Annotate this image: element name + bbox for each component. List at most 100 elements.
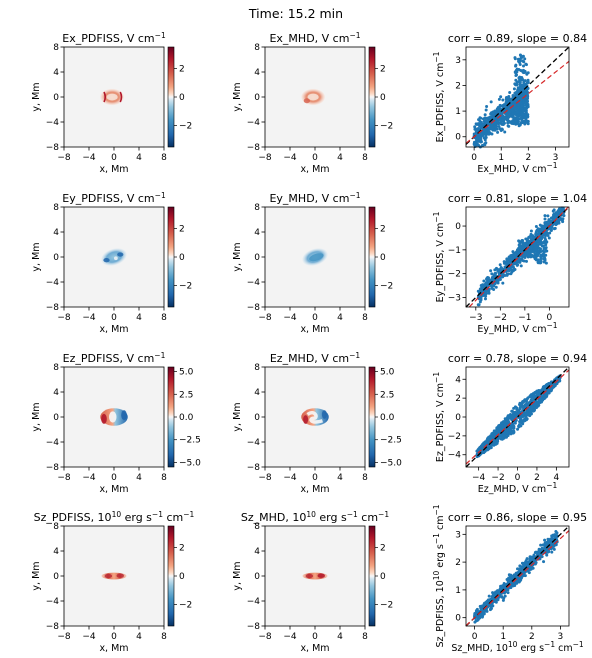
scatter-point [546, 214, 550, 218]
scatter-point [539, 253, 543, 257]
x-axis-label: x, Mm [99, 164, 128, 175]
scatter-point [526, 105, 530, 109]
colorbar-tick-label: −2 [380, 122, 393, 132]
y-tick-label: 2 [455, 394, 461, 404]
panel-title-sup: −1 [183, 510, 194, 519]
map-feature [302, 572, 328, 580]
y-tick-label: −1 [448, 246, 461, 256]
scatter-point [543, 538, 547, 542]
scatter-point [534, 561, 538, 565]
scatter-point [481, 444, 485, 448]
scatter-point [501, 281, 505, 285]
scatter-point [523, 560, 527, 564]
scatter-point [538, 261, 542, 265]
scatter-point [502, 103, 506, 107]
scatter-point [504, 96, 508, 100]
colorbar-tick-label: 0 [380, 253, 386, 263]
panel-title-sup: 10 [306, 510, 316, 519]
x-axis-label: Ey_MHD, V cm−1 [477, 321, 557, 335]
scatter-point [534, 402, 538, 406]
scatter-point [498, 427, 502, 431]
x-tick-label: 4 [337, 473, 343, 483]
y-axis-label: Sz_PDFISS, 1010 erg s−1 cm−1 [432, 504, 446, 647]
scatter-point [525, 404, 529, 408]
scatter-point [508, 90, 512, 94]
panel-title: cm [358, 511, 378, 524]
y-tick-label: 8 [53, 203, 59, 213]
scatter-point [479, 284, 483, 288]
scatter-point [481, 610, 485, 614]
scatter-point [518, 579, 522, 583]
scatter-point [510, 574, 514, 578]
x-tick-label: 8 [161, 313, 167, 323]
x-axis-label: x, Mm [99, 324, 128, 335]
scatter-point [486, 437, 490, 441]
colorbar-tick-label: 2 [179, 64, 185, 74]
scatter-point [478, 287, 482, 291]
scatter-point [487, 599, 491, 603]
scatter-point [521, 113, 525, 117]
colorbar-tick-label: 0 [380, 93, 386, 103]
scatter-point [503, 435, 507, 439]
colorbar [369, 367, 375, 467]
scatter-point [524, 101, 528, 105]
colorbar [369, 207, 375, 307]
y-axis-label-sup: −1 [432, 372, 441, 383]
scatter-point [536, 402, 540, 406]
scatter-point [494, 285, 498, 289]
scatter-point [505, 257, 509, 261]
colorbar-tick-label: −2.5 [380, 436, 402, 446]
x-tick-label: 0 [471, 153, 477, 163]
colorbar-tick-label: 2 [179, 543, 185, 553]
scatter-point [503, 423, 507, 427]
y-axis-label: y, Mm [31, 82, 42, 111]
y-axis-label: y, Mm [31, 561, 42, 590]
map-feature [302, 248, 328, 266]
scatter-point [513, 56, 517, 60]
scatter-point [496, 130, 500, 134]
scatter-point [519, 54, 523, 58]
scatter-point [516, 119, 520, 123]
x-tick-label: 0 [312, 632, 318, 642]
scatter-point [562, 214, 566, 218]
scatter-point [504, 429, 508, 433]
scatter-point [518, 87, 522, 91]
y-tick-label: 1 [455, 586, 461, 596]
panel-title-sup: −1 [349, 351, 360, 360]
y-tick-label: −8 [247, 463, 261, 473]
scatter-point [514, 94, 518, 98]
panel-title: Ex_MHD, V cm [269, 32, 349, 45]
y-tick-label: 0 [254, 93, 260, 103]
scatter-point [500, 266, 504, 270]
scatter-point [505, 431, 509, 435]
scatter-point [519, 115, 523, 119]
scatter-point [513, 103, 517, 107]
scatter-point [546, 550, 550, 554]
x-tick-label: −8 [57, 153, 71, 163]
scatter-point [524, 110, 528, 114]
scatter-point [540, 546, 544, 550]
x-axis-label: cm [555, 643, 573, 654]
x-tick-label: 0 [111, 632, 117, 642]
x-axis-label: Ex_MHD, V cm−1 [477, 161, 557, 175]
y-tick-label: 4 [53, 388, 59, 398]
x-tick-label: 3 [558, 632, 564, 642]
panel-title-sup: −1 [378, 510, 389, 519]
scatter-point [542, 260, 546, 264]
x-tick-label: −4 [283, 153, 297, 163]
scatter-point [518, 62, 522, 66]
panel-title: cm [163, 511, 183, 524]
scatter-point [490, 284, 494, 288]
scatter-point [545, 231, 549, 235]
scatter-point [523, 253, 527, 257]
scatter-point [529, 232, 533, 236]
scatter-point [475, 129, 479, 133]
y-axis-label: cm [435, 516, 446, 534]
x-axis-label-sup: −1 [547, 321, 558, 330]
scatter-point [479, 124, 483, 128]
x-tick-label: 4 [136, 632, 142, 642]
scatter-point [506, 124, 510, 128]
scatter-point [506, 118, 510, 122]
scatter-point [503, 594, 507, 598]
scatter-point [509, 426, 513, 430]
